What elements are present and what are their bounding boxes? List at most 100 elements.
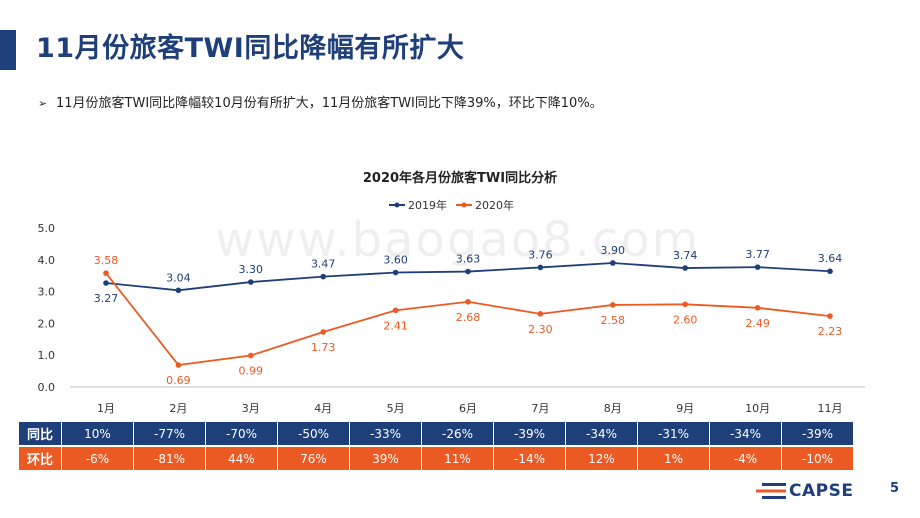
data-point-2019年 [682,265,688,271]
y-tick-label: 2.0 [38,317,56,330]
data-label-2019年: 3.30 [239,263,264,276]
data-label-2019年: 3.64 [818,252,843,265]
bullet-arrow-icon: ➢ [38,97,48,110]
data-point-2019年 [392,269,399,276]
data-label-2019年: 3.90 [601,244,626,257]
summary-line: ➢ 11月份旅客TWI同比降幅较10月份有所扩大，11月份旅客TWI同比下降39%… [38,92,603,111]
y-tick-label: 3.0 [38,286,56,299]
capse-logo-icon [756,483,786,499]
yoy-label: 同比 [19,422,61,445]
data-point-2019年 [754,264,761,270]
data-point-2020年 [248,352,254,359]
data-point-2019年 [537,264,544,271]
data-label-2020年: 1.73 [311,341,336,354]
mom-value-6: 11% [422,447,493,470]
data-label-2019年: 3.74 [673,249,698,262]
yoy-value-3: -70% [206,422,277,445]
data-point-2020年 [537,311,544,317]
line-chart: 2019年 2020年 0.0 1.0 2.0 3.0 4.0 5.0 1月 2月 3月 4月 5月 6月… [38,198,865,415]
stats-table: 同比 10% -77% -70% -50% -33% -26% -39% -34% -31% -3… [18,420,854,472]
y-tick-label: 4.0 [38,254,56,267]
x-tick-label: 1月 [97,402,115,415]
yoy-value-8: -34% [566,422,637,445]
x-tick-label: 11月 [818,402,843,415]
yoy-value-1: 10% [62,422,133,445]
y-tick-label: 1.0 [38,349,56,362]
data-label-2019年: 3.04 [166,271,191,284]
legend-label-2019年: 2019年 [408,198,447,212]
data-point-2020年 [320,329,327,335]
x-tick-label: 2月 [169,402,187,415]
y-tick-label: 0.0 [38,381,56,394]
data-point-2020年 [754,305,761,311]
data-label-2019年: 3.77 [745,248,770,261]
data-point-2019年 [103,280,109,286]
data-label-2020年: 2.23 [818,325,843,338]
page-number: 5 [890,481,900,496]
x-tick-label: 9月 [676,402,694,415]
data-point-2020年 [682,301,688,308]
data-label-2019年: 3.63 [456,253,481,266]
brand-name: CAPSE [789,481,854,501]
x-tick-label: 7月 [531,402,549,415]
data-label-2019年: 3.60 [383,254,408,267]
data-label-2019年: 3.76 [528,248,553,261]
data-label-2019年: 3.47 [311,258,336,271]
mom-value-10: -4% [710,447,781,470]
yoy-value-5: -33% [350,422,421,445]
mom-value-3: 44% [206,447,277,470]
chart-title: 2020年各月份旅客TWI同比分析 [362,171,558,186]
data-label-2020年: 2.49 [745,317,770,330]
summary-text: 11月份旅客TWI同比降幅较10月份有所扩大，11月份旅客TWI同比下降39%，… [56,96,603,111]
data-point-2020年 [827,313,833,319]
data-point-2019年 [610,260,616,266]
yoy-value-11: -39% [782,422,853,445]
data-label-2020年: 0.69 [166,374,191,387]
data-label-2020年: 2.30 [528,323,553,336]
data-point-2020年 [175,362,182,368]
x-tick-label: 10月 [745,402,770,415]
title-accent-bar [0,30,16,70]
mom-label: 环比 [19,447,61,470]
yoy-value-4: -50% [278,422,349,445]
x-tick-label: 6月 [459,402,477,415]
yoy-value-6: -26% [422,422,493,445]
mom-value-9: 1% [638,447,709,470]
data-label-2020年: 3.58 [94,254,119,267]
data-point-2019年 [175,287,182,294]
legend-label-2020年: 2020年 [475,198,514,212]
data-point-2020年 [392,307,399,314]
yoy-value-2: -77% [134,422,205,445]
mom-row: 环比 -6% -81% 44% 76% 39% 11% -14% 12% 1% -4% -10% [19,447,853,470]
watermark: www.baogao8.com [215,212,701,268]
mom-value-7: -14% [494,447,565,470]
data-label-2019年: 3.27 [94,292,119,305]
yoy-value-9: -31% [638,422,709,445]
data-point-2019年 [827,268,833,275]
data-point-2019年 [320,273,327,280]
mom-value-8: 12% [566,447,637,470]
capse-logo: CAPSE [756,480,853,502]
yoy-value-10: -34% [710,422,781,445]
data-label-2020年: 2.41 [383,319,408,332]
data-label-2020年: 0.99 [239,365,264,378]
mom-value-2: -81% [134,447,205,470]
y-tick-label: 5.0 [38,222,56,235]
x-tick-label: 4月 [314,402,332,415]
legend-marker-2019年 [394,202,400,208]
data-point-2019年 [248,279,254,285]
mom-value-1: -6% [62,447,133,470]
data-label-2020年: 2.58 [601,314,626,327]
x-tick-label: 3月 [242,402,260,415]
x-tick-label: 8月 [604,402,622,415]
mom-value-4: 76% [278,447,349,470]
mom-value-11: -10% [782,447,853,470]
data-point-2020年 [103,270,109,276]
data-point-2020年 [465,298,471,305]
data-point-2019年 [465,268,471,275]
yoy-row: 同比 10% -77% -70% -50% -33% -26% -39% -34% -31% -3… [19,422,853,445]
mom-value-5: 39% [350,447,421,470]
data-point-2020年 [610,302,616,308]
x-tick-label: 5月 [387,402,405,415]
data-label-2020年: 2.68 [456,311,481,324]
